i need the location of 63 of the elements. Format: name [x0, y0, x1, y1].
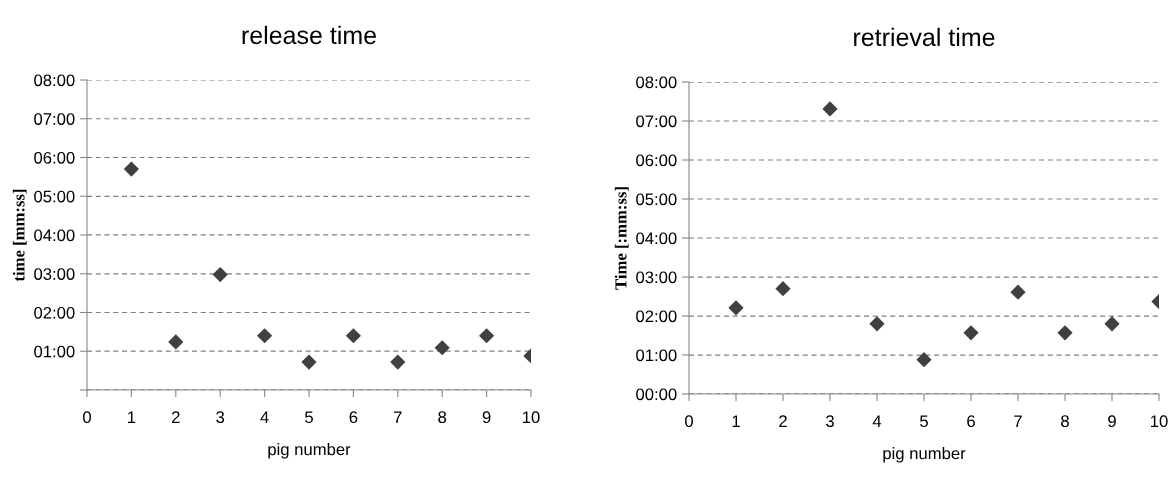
- y-tick-label: 00:00: [636, 388, 677, 401]
- y-axis-title: Time [:mm:ss]: [614, 187, 629, 290]
- x-tick-label: 1: [128, 411, 136, 423]
- x-axis-title: pig number: [883, 447, 966, 463]
- x-tick-label: 9: [1108, 415, 1116, 428]
- y-tick-label: 04:00: [636, 232, 677, 245]
- x-axis-title: pig number: [268, 443, 351, 459]
- x-tick-label: 9: [482, 411, 491, 424]
- y-tick-label: 04:00: [34, 229, 75, 242]
- point: [434, 340, 450, 356]
- x-tick-label: 2: [172, 411, 180, 423]
- point: [212, 266, 228, 283]
- point: [123, 161, 140, 177]
- x-tick-label: 6: [349, 411, 358, 424]
- y-tick-label: 08:00: [636, 76, 677, 89]
- x-tick-label: 5: [305, 411, 313, 424]
- x-tick-label: 8: [438, 411, 447, 424]
- x-tick-label: 2: [779, 415, 787, 427]
- x-tick-label: 8: [1061, 415, 1069, 428]
- point: [916, 352, 932, 368]
- chart-title: release time: [242, 25, 376, 45]
- y-tick-label: 06:00: [636, 154, 677, 167]
- point: [869, 316, 885, 332]
- point: [728, 300, 744, 316]
- point: [256, 328, 273, 344]
- y-axis-title: time [mm:ss]: [12, 189, 27, 282]
- point: [963, 325, 979, 341]
- x-tick-label: 1: [732, 415, 740, 427]
- y-tick-label: 07:00: [34, 113, 75, 125]
- y-tick-label: 05:00: [34, 190, 75, 203]
- point: [1010, 284, 1026, 300]
- x-tick-label: 0: [83, 411, 91, 424]
- point: [775, 281, 791, 297]
- y-tick-label: 05:00: [636, 193, 677, 206]
- point: [478, 328, 495, 344]
- point: [390, 354, 406, 370]
- y-tick-label: 06:00: [34, 151, 75, 164]
- y-tick-label: 07:00: [636, 115, 677, 128]
- point: [1057, 325, 1073, 341]
- x-tick-label: 3: [826, 415, 834, 428]
- x-tick-label: 10: [523, 411, 540, 424]
- point: [822, 101, 838, 117]
- x-tick-label: 7: [394, 411, 402, 423]
- x-tick-label: 7: [1014, 415, 1022, 427]
- y-tick-label: 03:00: [636, 271, 677, 284]
- y-tick-label: 02:00: [34, 306, 75, 319]
- point: [168, 334, 184, 350]
- point: [1104, 316, 1120, 332]
- x-tick-label: 4: [872, 415, 882, 427]
- x-tick-label: 10: [1151, 415, 1168, 428]
- x-tick-label: 0: [685, 415, 693, 428]
- y-tick-label: 02:00: [636, 310, 677, 323]
- point: [301, 354, 317, 370]
- y-tick-label: 01:00: [34, 345, 75, 358]
- point: [345, 328, 362, 344]
- y-tick-label: 03:00: [34, 268, 75, 280]
- x-tick-label: 5: [920, 415, 928, 428]
- x-tick-label: 6: [967, 415, 975, 428]
- y-tick-label: 01:00: [636, 349, 677, 362]
- x-tick-label: 3: [216, 411, 225, 424]
- chart-title: retrieval time: [854, 27, 995, 47]
- x-tick-label: 4: [260, 411, 269, 423]
- y-tick-label: 08:00: [34, 74, 75, 87]
